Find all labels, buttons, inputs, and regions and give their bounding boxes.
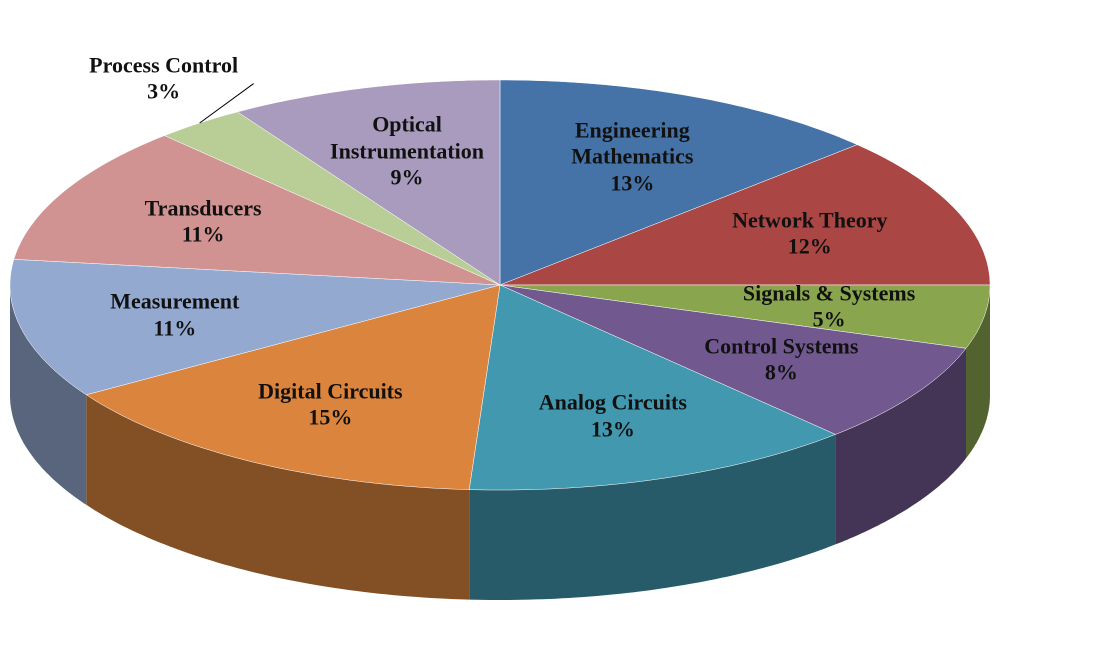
slice-label: Network Theory 12%: [700, 207, 920, 260]
value-label: 3%: [147, 78, 181, 104]
slice-side: [835, 348, 966, 545]
leader-line: [199, 83, 254, 124]
value-label: 9%: [390, 164, 424, 190]
slice: [468, 284, 837, 491]
slice-label: Signals & Systems 5%: [719, 280, 939, 333]
slice-label: Process Control 3%: [54, 52, 274, 105]
value-label: 12%: [787, 233, 832, 259]
category-label: Process Control: [89, 52, 239, 78]
value-label: 13%: [590, 416, 635, 442]
value-label: 11%: [181, 221, 225, 247]
category-label: Network Theory: [732, 207, 888, 233]
slice-label: Analog Circuits 13%: [503, 390, 723, 443]
slice-label: Digital Circuits 15%: [220, 379, 440, 432]
slice: [13, 135, 501, 286]
category-label: Analog Circuits: [538, 389, 687, 415]
slice-label: Optical Instrumentation 9%: [297, 112, 517, 191]
value-label: 13%: [610, 170, 655, 196]
slice: [499, 144, 991, 286]
slice: [499, 284, 991, 349]
slice-side: [10, 285, 87, 505]
value-label: 5%: [812, 306, 846, 332]
value-label: 11%: [153, 315, 197, 341]
value-label: 8%: [764, 359, 798, 385]
slice: [9, 259, 501, 396]
slice-label: Control Systems 8%: [671, 333, 891, 386]
slice-side: [966, 285, 990, 459]
slice: [499, 284, 967, 435]
slice-label: Measurement 11%: [65, 289, 285, 342]
category-label: Digital Circuits: [258, 378, 403, 404]
slice-label: Transducers 11%: [93, 195, 313, 248]
category-label: Transducers: [144, 195, 262, 221]
slice-side: [86, 394, 470, 600]
category-label: Signals & Systems: [742, 280, 916, 306]
category-label: Measurement: [110, 289, 240, 315]
category-label: Engineering Mathematics: [571, 117, 694, 169]
slice: [85, 284, 501, 490]
category-label: Optical Instrumentation: [330, 111, 485, 163]
value-label: 15%: [308, 404, 353, 430]
slice: [499, 79, 858, 286]
slice: [236, 79, 501, 286]
category-label: Control Systems: [704, 333, 859, 359]
slice-side: [469, 434, 836, 600]
slice-label: Engineering Mathematics 13%: [522, 117, 742, 196]
